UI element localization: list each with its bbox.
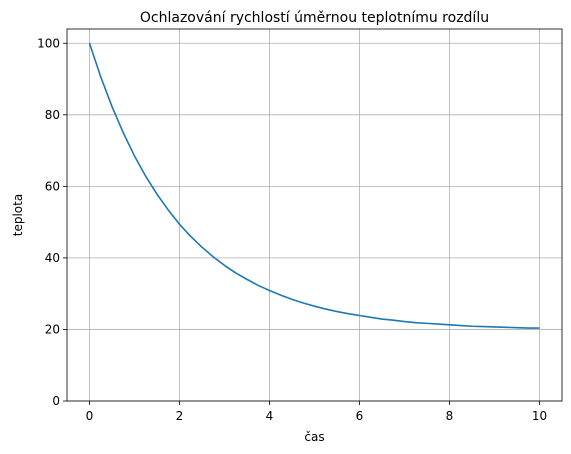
x-tick-label: 0: [86, 409, 94, 423]
y-tick-label: 100: [37, 36, 60, 50]
y-tick-label: 60: [45, 179, 60, 193]
y-tick-label: 20: [45, 322, 60, 336]
series-line: [88, 43, 540, 329]
x-axis-label: čas: [304, 430, 324, 444]
x-tick-label: 6: [356, 409, 364, 423]
x-tick-label: 8: [446, 409, 454, 423]
chart-title: Ochlazování rychlostí úměrnou teplotnímu…: [140, 10, 489, 26]
x-tick-label: 4: [266, 409, 274, 423]
y-tick-label: 40: [45, 251, 60, 265]
x-tick-label: 10: [532, 409, 547, 423]
plot-frame: [66, 28, 563, 402]
series-layer: [88, 43, 540, 329]
y-axis-label: teplota: [11, 194, 25, 236]
x-tick-label: 2: [176, 409, 184, 423]
y-tick-label: 80: [45, 108, 60, 122]
y-tick-label: 0: [52, 394, 60, 408]
